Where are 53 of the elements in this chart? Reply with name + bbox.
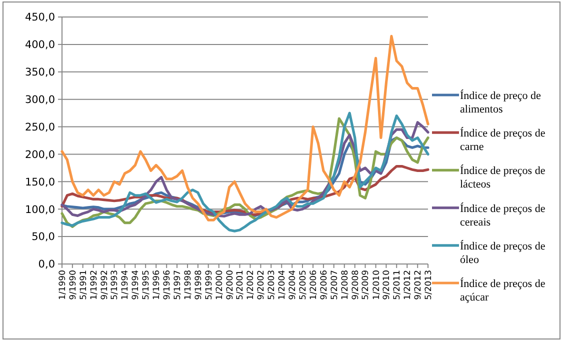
x-tick-label: 9/2000 [225, 270, 236, 300]
x-tick-label: 9/2002 [256, 270, 267, 300]
x-tick-label: 5/2003 [267, 270, 278, 300]
x-tick-label: 1/2010 [372, 270, 382, 300]
x-tick-label: 9/2008 [350, 270, 361, 300]
x-tick-label: 1/2012 [403, 270, 414, 300]
x-tick-label: 5/2001 [236, 270, 246, 300]
x-tick-label: 5/2011 [392, 270, 403, 300]
y-tick-label: 350,0 [24, 66, 55, 79]
legend-label: Índice de preços de lácteos [460, 164, 546, 191]
x-tick-label: 9/1998 [194, 270, 204, 300]
x-tick-label: 9/1996 [162, 270, 173, 300]
legend-label: Índice de preços de óleo [460, 239, 546, 266]
x-tick-label: 5/1991 [78, 270, 89, 300]
legend-label: Índice de preços de açúcar [460, 277, 546, 304]
y-tick-label: 250,0 [24, 121, 55, 134]
x-tick-label: 1/2002 [246, 270, 256, 300]
x-tick-label: 9/1992 [100, 270, 110, 300]
x-tick-label: 1/1996 [152, 270, 162, 300]
y-tick-label: 200,0 [24, 148, 55, 161]
x-tick-label: 5/2009 [361, 270, 372, 300]
x-tick-label: 9/2006 [319, 270, 330, 300]
x-tick-label: 5/1995 [142, 270, 152, 300]
legend-label: Índice de preços de carne [460, 126, 546, 154]
x-tick-label: 5/1999 [204, 270, 214, 300]
y-tick-label: 300,0 [24, 94, 55, 106]
x-tick-label: 1/2004 [278, 270, 288, 300]
line-series [60, 34, 430, 222]
x-tick-label: 5/1997 [172, 270, 183, 300]
x-tick-label: 5/1993 [110, 270, 120, 300]
y-tick-label: 50,0 [32, 231, 55, 244]
x-tick-label: 9/2012 [414, 270, 424, 300]
x-tick-label: 1/1990 [58, 270, 68, 300]
y-tick-label: 400,0 [24, 39, 55, 52]
legend-label: Índice de preços de cereais [460, 202, 546, 228]
x-tick-label: 5/2007 [330, 270, 340, 300]
x-tick-label: 1/1994 [120, 270, 131, 300]
x-tick-label: 5/2013 [424, 270, 434, 300]
x-tick-label: 9/2010 [382, 270, 392, 300]
x-tick-label: 1/1998 [183, 270, 194, 300]
y-tick-label: 150,0 [24, 176, 55, 188]
x-tick-label: 5/2005 [298, 270, 308, 300]
x-tick-label: 1/2008 [340, 270, 350, 300]
x-tick-label: 1/2006 [308, 270, 319, 300]
legend-label: Índice de preço de alimentos [460, 89, 542, 116]
x-tick-label: 9/1990 [68, 270, 78, 300]
x-tick-label: 1/1992 [89, 270, 100, 300]
x-tick-label: 9/1994 [131, 270, 142, 300]
x-tick-label: 1/2000 [214, 270, 225, 300]
x-tick-label: 9/2004 [288, 270, 298, 300]
y-tick-label: 100,0 [24, 204, 55, 216]
y-tick-label: 450,0 [24, 12, 55, 24]
y-tick-label: 0,0 [38, 258, 55, 271]
